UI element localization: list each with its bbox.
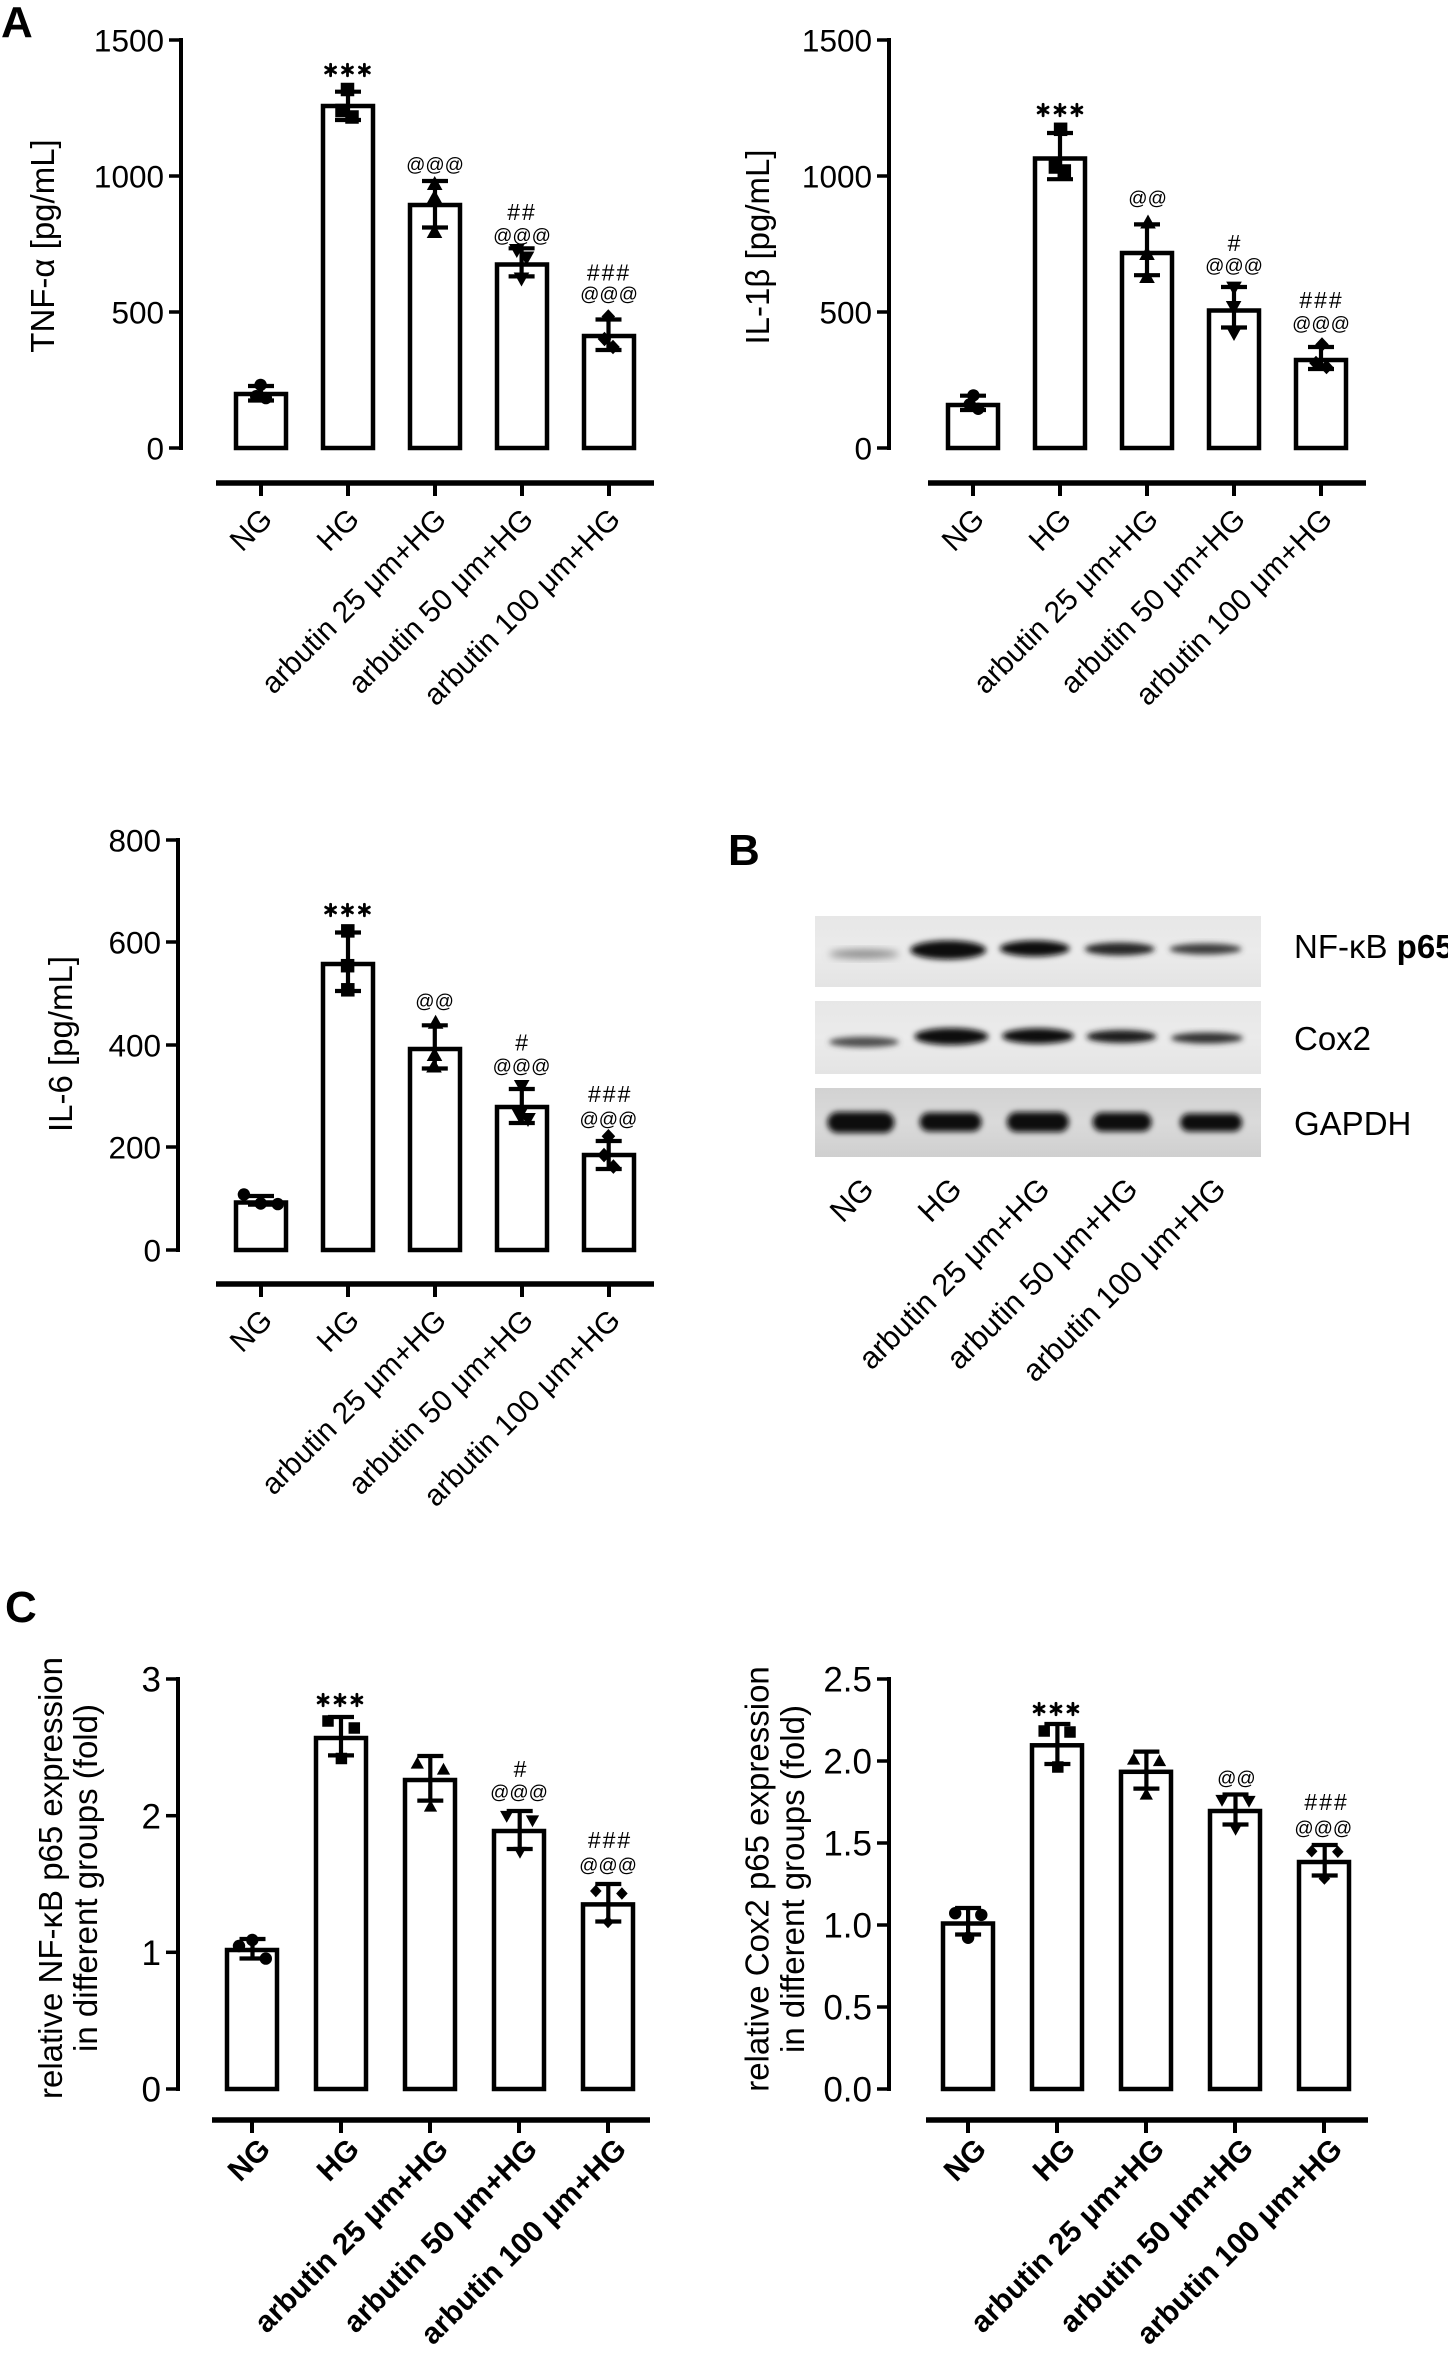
svg-text:1: 1 [142,1934,161,1973]
svg-text:0: 0 [143,1232,161,1268]
svg-text:1000: 1000 [94,158,164,194]
svg-text:in different groups (fold): in different groups (fold) [774,1705,811,2053]
svg-text:B: B [728,826,760,875]
svg-text:@@: @@ [1217,1769,1256,1790]
svg-text:C: C [5,1583,37,1632]
svg-text:#: # [1228,230,1243,256]
svg-text:1500: 1500 [802,22,872,58]
svg-text:@@: @@ [1128,189,1167,210]
svg-text:1000: 1000 [802,158,872,194]
svg-text:3: 3 [142,1661,161,1700]
svg-text:Cox2: Cox2 [1294,1020,1371,1057]
svg-text:500: 500 [819,294,872,330]
svg-text:@@@: @@@ [493,226,551,247]
svg-text:relative Cox2 p65 expression: relative Cox2 p65 expression [739,1666,776,2092]
svg-text:2.0: 2.0 [823,1743,872,1782]
svg-text:@@@: @@@ [580,285,638,306]
svg-text:@@@: @@@ [579,1856,637,1877]
svg-text:###: ### [1299,287,1343,313]
svg-text:200: 200 [108,1129,161,1165]
svg-text:###: ### [588,1081,632,1107]
svg-text:@@: @@ [415,992,454,1013]
svg-text:NF-κB p65: NF-κB p65 [1294,928,1448,965]
svg-text:2: 2 [142,1797,161,1836]
svg-text:###: ### [587,260,631,286]
svg-text:A: A [1,0,33,47]
svg-text:0: 0 [142,2071,161,2110]
svg-text:600: 600 [108,924,161,960]
svg-text:1500: 1500 [94,22,164,58]
svg-text:400: 400 [108,1027,161,1063]
svg-text:500: 500 [111,294,164,330]
svg-text:##: ## [507,199,537,225]
svg-text:in different groups (fold): in different groups (fold) [67,1704,104,2052]
svg-text:TNF-α [pg/mL]: TNF-α [pg/mL] [24,139,61,352]
svg-text:@@@: @@@ [579,1110,637,1131]
svg-text:@@@: @@@ [1205,256,1263,277]
svg-text:800: 800 [108,822,161,858]
svg-text:IL-1β [pg/mL]: IL-1β [pg/mL] [739,149,776,344]
svg-text:GAPDH: GAPDH [1294,1105,1411,1142]
svg-text:@@@: @@@ [1292,314,1350,335]
svg-text:@@@: @@@ [1294,1819,1352,1840]
svg-text:###: ### [1304,1789,1348,1815]
svg-text:#: # [514,1756,529,1782]
svg-text:@@@: @@@ [406,155,464,176]
svg-text:0: 0 [854,430,872,466]
svg-text:#: # [515,1029,530,1055]
svg-text:@@@: @@@ [490,1783,548,1804]
svg-text:0.5: 0.5 [823,1989,872,2028]
svg-text:@@@: @@@ [493,1057,551,1078]
svg-text:1.5: 1.5 [823,1825,872,1864]
svg-text:###: ### [588,1827,632,1853]
svg-text:IL-6 [pg/mL]: IL-6 [pg/mL] [42,956,79,1132]
svg-text:0.0: 0.0 [823,2071,872,2110]
svg-text:1.0: 1.0 [823,1907,872,1946]
svg-text:0: 0 [146,430,164,466]
svg-text:relative NF-κB p65 expression: relative NF-κB p65 expression [32,1657,69,2099]
svg-text:2.5: 2.5 [823,1661,872,1700]
